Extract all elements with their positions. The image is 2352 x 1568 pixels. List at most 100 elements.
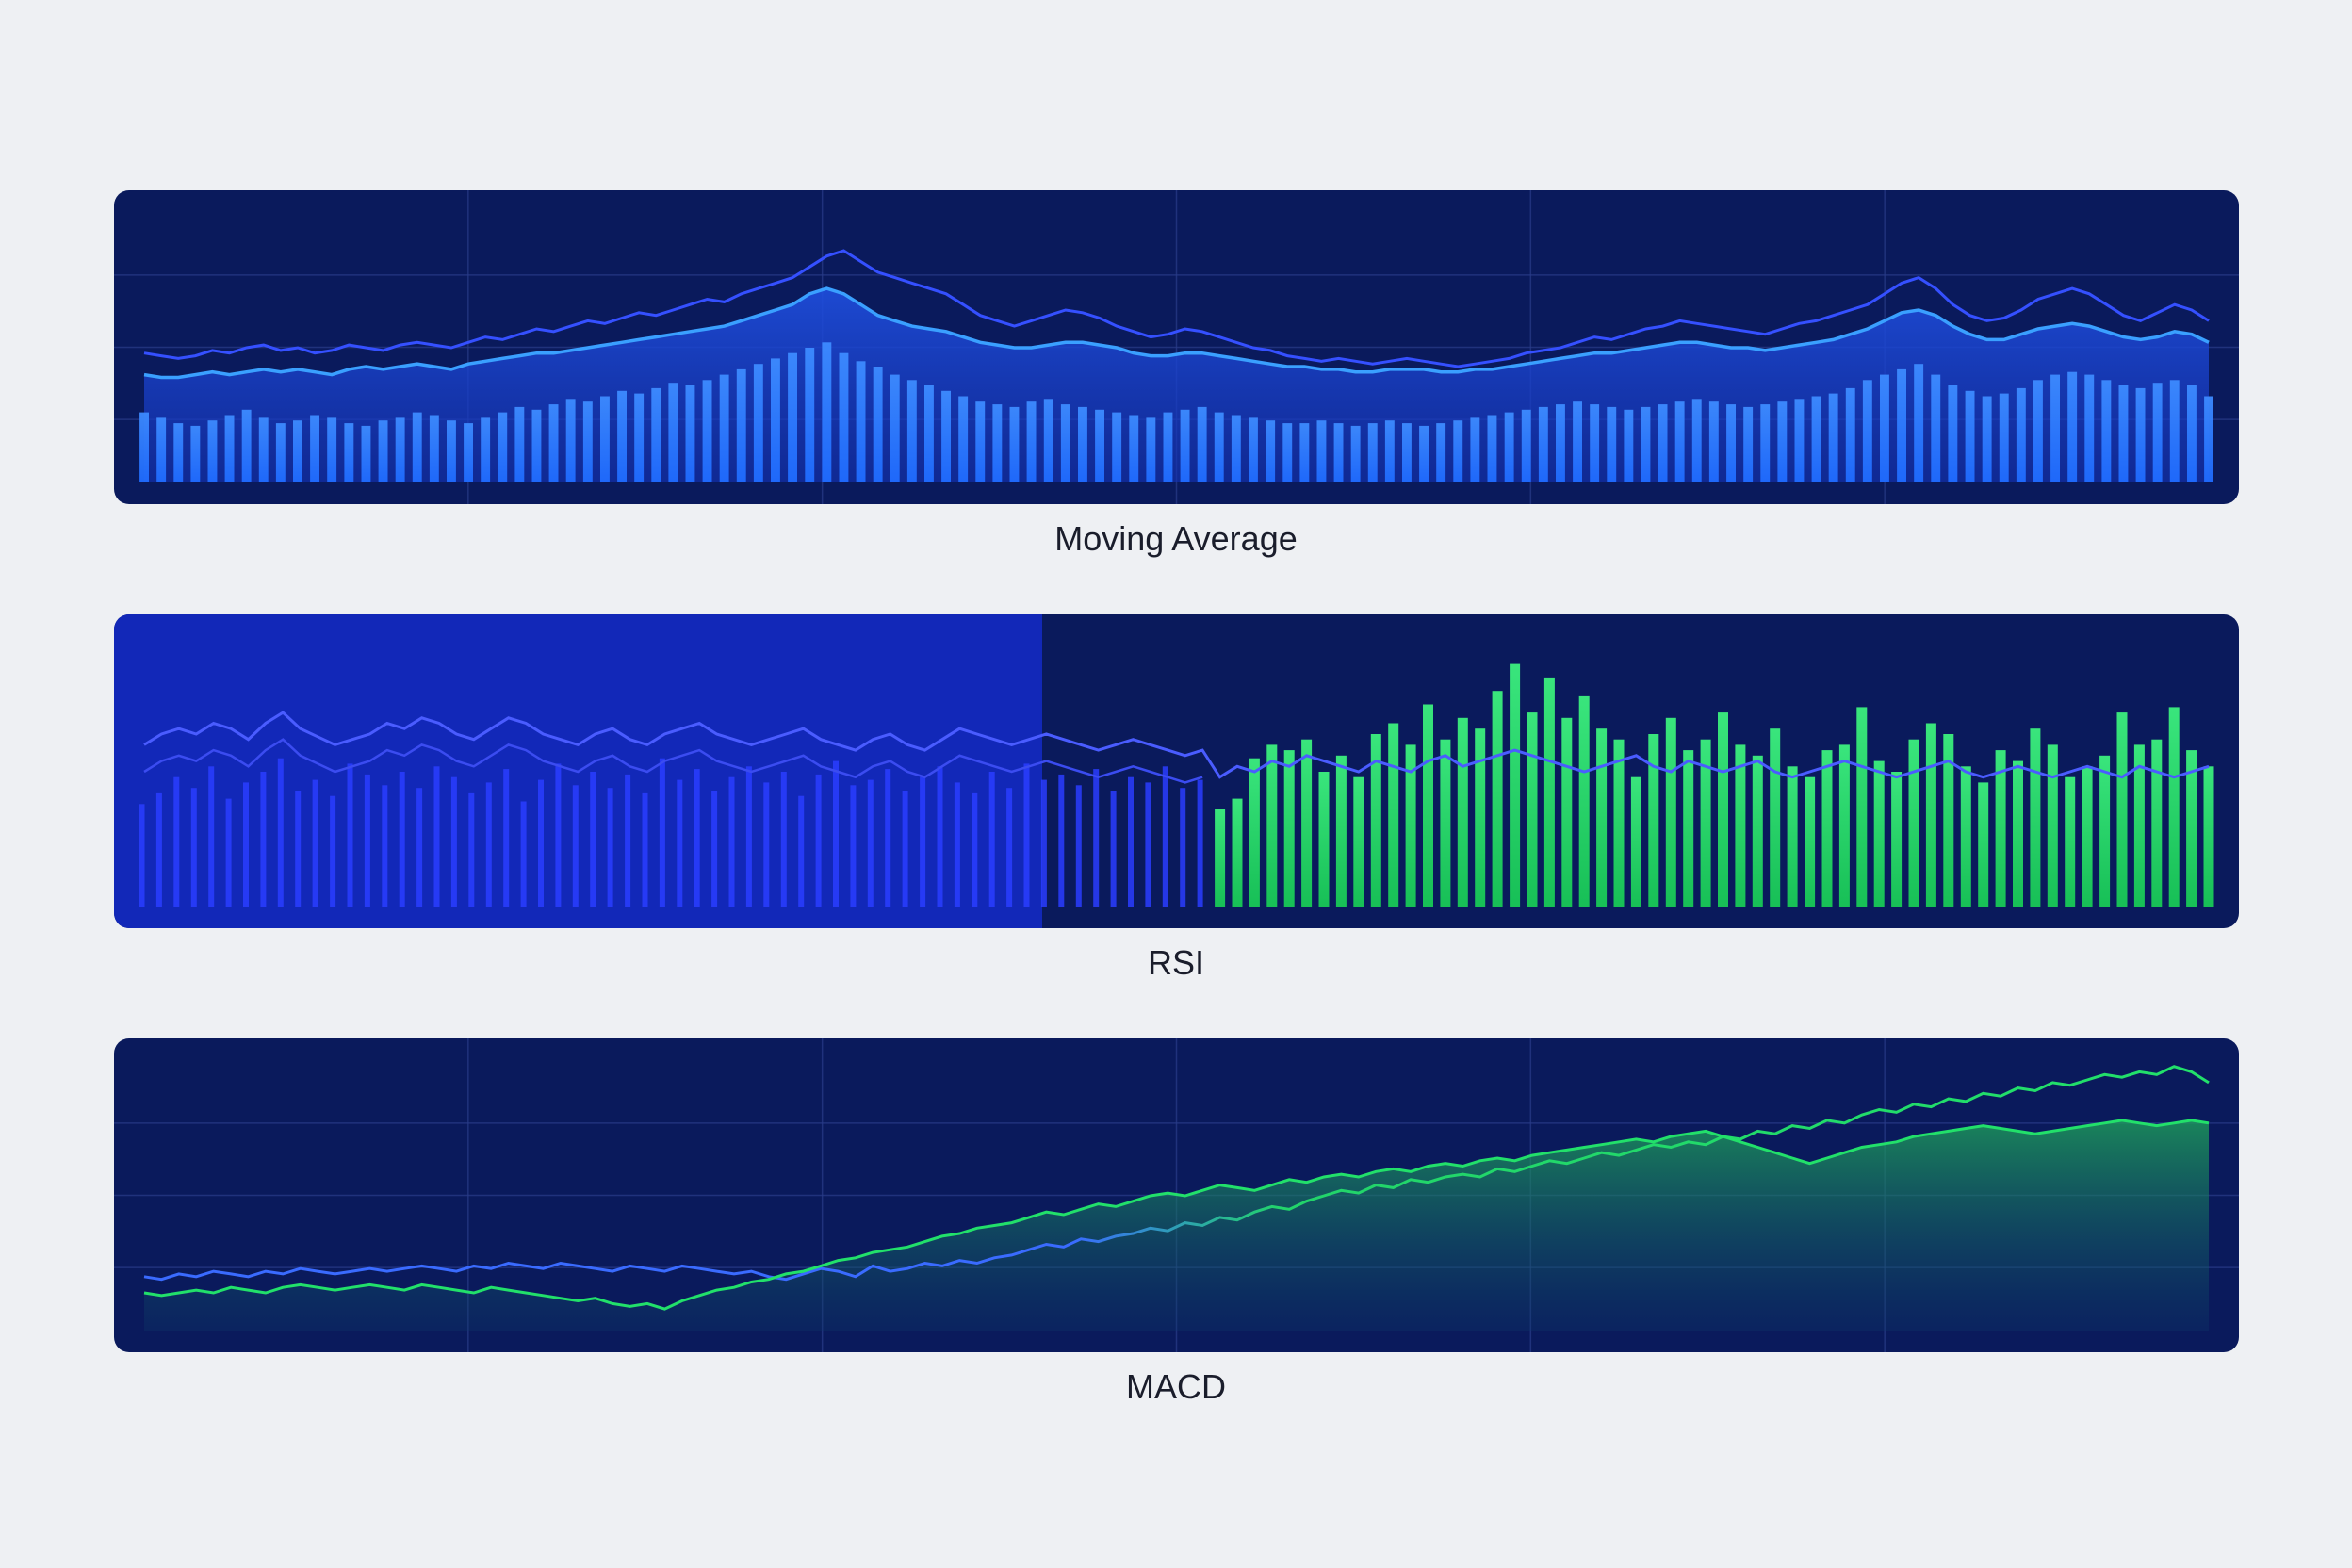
ma-bar xyxy=(1180,409,1190,482)
ma-bar xyxy=(1231,415,1241,482)
rsi-bar xyxy=(382,785,388,906)
ma-bar xyxy=(207,420,218,482)
ma-mid-line xyxy=(143,286,2210,380)
ma-bar xyxy=(771,358,780,482)
macd-line xyxy=(143,1065,2210,1282)
rsi-bar xyxy=(711,791,718,906)
rsi-bar xyxy=(1197,779,1203,906)
rsi-bar xyxy=(139,804,145,906)
ma-bar xyxy=(1880,374,1889,482)
ma-bar xyxy=(447,420,456,482)
rsi-bar xyxy=(1405,744,1416,906)
ma-bar xyxy=(1112,412,1122,482)
ma-bar xyxy=(1266,420,1276,482)
ma-bars xyxy=(139,342,2213,482)
ma-bar xyxy=(1965,390,1975,482)
ma-bar xyxy=(1931,374,1941,482)
rsi-bar xyxy=(2186,750,2197,906)
ma-bar xyxy=(139,412,149,482)
rsi-bar xyxy=(1162,766,1168,906)
rsi-bar xyxy=(1058,774,1065,906)
rsi-bar xyxy=(1891,772,1903,906)
rsi-bar xyxy=(1457,717,1468,906)
ma-bar xyxy=(565,399,576,482)
ma-bar xyxy=(1282,423,1293,482)
ma-bar xyxy=(651,387,662,482)
ma-bar xyxy=(1708,401,1719,482)
rsi-bar xyxy=(1700,739,1711,906)
rsi-bar xyxy=(2151,739,2163,906)
ma-bar xyxy=(2118,385,2129,482)
ma-bar xyxy=(788,352,797,482)
ma-bar xyxy=(395,417,405,482)
rsi-bar xyxy=(2065,776,2076,906)
rsi-bar xyxy=(920,776,926,906)
ma-bar xyxy=(856,361,866,482)
rsi-bar xyxy=(850,785,857,906)
rsi-bar xyxy=(1873,760,1885,906)
ma-bar xyxy=(1521,409,1531,482)
ma-bar xyxy=(275,423,286,482)
ma-bar xyxy=(1948,385,1958,482)
rsi-bar xyxy=(1023,763,1030,906)
rsi-bar xyxy=(1683,750,1694,906)
rsi-bar xyxy=(2099,755,2111,906)
ma-bar xyxy=(668,383,678,482)
ma-bar xyxy=(992,404,1003,482)
ma-bar xyxy=(1060,404,1070,482)
rsi-bar xyxy=(1752,755,1763,906)
ma-bar xyxy=(514,406,525,482)
ma-bar xyxy=(344,423,354,482)
ma-bar xyxy=(1811,396,1821,482)
ma-bar xyxy=(1862,380,1872,482)
ma-bar xyxy=(1249,417,1258,482)
ma-bar xyxy=(241,409,252,482)
rsi-bar xyxy=(745,766,752,906)
ma-bar xyxy=(839,352,849,482)
rsi-bar xyxy=(1978,782,1989,906)
rsi-bar xyxy=(1266,744,1278,906)
ma-bar xyxy=(1914,364,1924,482)
rsi-bar xyxy=(2047,744,2058,906)
ma-bar xyxy=(1470,417,1480,482)
ma-bar xyxy=(1845,387,1855,482)
rsi-bar xyxy=(1301,739,1313,906)
ma-bar xyxy=(481,417,491,482)
rsi-bar xyxy=(2133,744,2145,906)
rsi-bar xyxy=(763,782,770,906)
ma-bar xyxy=(498,412,508,482)
ma-bar xyxy=(1487,415,1497,482)
rsi-bar xyxy=(815,774,822,906)
rsi-bar xyxy=(538,779,544,906)
rsi-bar xyxy=(399,772,405,906)
ma-bar xyxy=(1026,401,1037,482)
rsi-bar xyxy=(728,776,735,906)
ma-bar xyxy=(1367,423,1378,482)
rsi-bar xyxy=(260,772,267,906)
ma-bar xyxy=(2152,383,2163,482)
rsi-bar xyxy=(1492,691,1503,906)
ma-bar xyxy=(1299,423,1310,482)
ma-bar xyxy=(702,380,712,482)
rsi-bar xyxy=(277,758,284,906)
rsi-bar xyxy=(1943,734,1954,906)
rsi-bar xyxy=(2030,728,2041,906)
ma-bar xyxy=(224,415,235,482)
rsi-bar xyxy=(2013,760,2023,906)
rsi-bar xyxy=(867,779,874,906)
rsi-bar xyxy=(208,766,215,906)
ma-bar xyxy=(378,420,388,482)
rsi-bar xyxy=(1838,744,1850,906)
ma-bar xyxy=(753,364,763,482)
ma-bar xyxy=(1316,420,1327,482)
rsi-bar xyxy=(1856,707,1868,906)
ma-bar xyxy=(1897,368,1906,482)
rsi-bar xyxy=(1110,791,1117,906)
rsi-bar xyxy=(503,769,510,906)
rsi-bar xyxy=(1770,728,1781,906)
rsi-bar xyxy=(937,766,943,906)
rsi-bar xyxy=(1908,739,1919,906)
ma-bar xyxy=(190,425,201,482)
ma-bar xyxy=(2084,374,2095,482)
rsi-chart-panel xyxy=(114,614,2239,928)
